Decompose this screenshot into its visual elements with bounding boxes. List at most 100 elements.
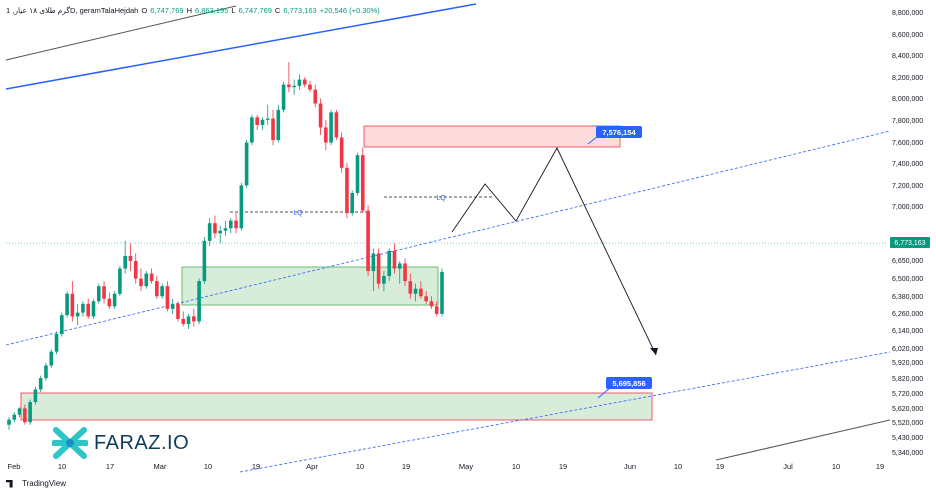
candle-body[interactable] bbox=[186, 316, 191, 324]
lower-target-badge[interactable] bbox=[606, 377, 652, 389]
channel-line-low[interactable] bbox=[239, 351, 891, 473]
symbol-name[interactable]: گرم طلای ۱۸ عیار, 1D, geramTalaHejdah bbox=[6, 6, 139, 15]
candle-body[interactable] bbox=[429, 301, 434, 307]
candle-body[interactable] bbox=[403, 263, 407, 282]
candle-body[interactable] bbox=[366, 210, 370, 272]
candle-body[interactable] bbox=[102, 286, 106, 299]
candle-body[interactable] bbox=[308, 84, 312, 90]
candle-body[interactable] bbox=[234, 220, 238, 229]
candle-body[interactable] bbox=[313, 89, 318, 104]
candle-body[interactable] bbox=[334, 112, 339, 138]
candle-body[interactable] bbox=[297, 79, 302, 86]
mid-demand-zone[interactable] bbox=[181, 266, 439, 306]
candle-body[interactable] bbox=[54, 334, 59, 352]
candle-body[interactable] bbox=[271, 118, 275, 141]
candle-body[interactable] bbox=[128, 255, 133, 261]
candle-body[interactable] bbox=[23, 408, 27, 423]
candle-body[interactable] bbox=[7, 419, 11, 425]
candle-body[interactable] bbox=[281, 84, 286, 110]
y-tick-label: 5,340,000 bbox=[892, 450, 923, 457]
candle-body[interactable] bbox=[149, 273, 154, 282]
candle-body[interactable] bbox=[112, 293, 117, 307]
candle-body[interactable] bbox=[318, 103, 323, 128]
candle-body[interactable] bbox=[118, 268, 122, 294]
candle-body[interactable] bbox=[207, 223, 212, 241]
candle-body[interactable] bbox=[355, 155, 360, 193]
candle-body[interactable] bbox=[324, 127, 328, 143]
candle-body[interactable] bbox=[91, 301, 96, 317]
lower-target-zone[interactable] bbox=[20, 392, 653, 421]
candle-body[interactable] bbox=[197, 281, 201, 322]
candle-body[interactable] bbox=[360, 155, 365, 211]
candle-body[interactable] bbox=[65, 293, 69, 316]
candle-body[interactable] bbox=[339, 137, 344, 168]
candle-body[interactable] bbox=[413, 288, 418, 294]
candle-body[interactable] bbox=[60, 315, 64, 335]
candle-body[interactable] bbox=[170, 303, 175, 309]
candle-body[interactable] bbox=[250, 117, 254, 143]
candle-body[interactable] bbox=[133, 260, 138, 279]
candle-body[interactable] bbox=[28, 402, 32, 423]
upper-target-zone[interactable] bbox=[363, 125, 621, 148]
candle-body[interactable] bbox=[376, 253, 381, 284]
candle-body[interactable] bbox=[397, 263, 402, 269]
candle-body[interactable] bbox=[223, 228, 228, 231]
candle-body[interactable] bbox=[387, 250, 391, 277]
candle-body[interactable] bbox=[392, 250, 397, 269]
candle-body[interactable] bbox=[160, 286, 164, 297]
candle-body[interactable] bbox=[75, 312, 80, 317]
candle-body[interactable] bbox=[155, 281, 159, 297]
candle-body[interactable] bbox=[107, 298, 112, 307]
projection-path[interactable] bbox=[451, 147, 657, 356]
trend-line-upper-blue[interactable] bbox=[5, 3, 477, 90]
candle-body[interactable] bbox=[419, 288, 423, 297]
candle-body[interactable] bbox=[329, 112, 333, 143]
candle-body[interactable] bbox=[218, 230, 223, 234]
candle-body[interactable] bbox=[139, 278, 143, 287]
candle-body[interactable] bbox=[408, 281, 413, 294]
candle-body[interactable] bbox=[33, 389, 38, 403]
candle-body[interactable] bbox=[165, 286, 170, 309]
candle-body[interactable] bbox=[144, 273, 149, 287]
candle-body[interactable] bbox=[70, 293, 75, 317]
candle-body[interactable] bbox=[287, 84, 291, 88]
candle-body[interactable] bbox=[265, 118, 270, 120]
candle-body[interactable] bbox=[44, 365, 48, 379]
last-price-tag[interactable] bbox=[890, 237, 930, 248]
candle-body[interactable] bbox=[176, 303, 180, 319]
candle-body[interactable] bbox=[424, 296, 428, 302]
candle-body[interactable] bbox=[345, 167, 349, 214]
candle-body[interactable] bbox=[49, 351, 54, 366]
upper-target-badge[interactable] bbox=[596, 126, 642, 138]
candle-body[interactable] bbox=[192, 316, 196, 322]
candle-body[interactable] bbox=[228, 220, 233, 229]
candle-body[interactable] bbox=[350, 192, 355, 214]
y-tick-label: 5,520,000 bbox=[892, 420, 923, 427]
candle-body[interactable] bbox=[17, 408, 22, 415]
channel-line-mid[interactable] bbox=[5, 130, 891, 346]
candle-body[interactable] bbox=[382, 276, 386, 284]
candle-body[interactable] bbox=[440, 271, 444, 314]
candle-body[interactable] bbox=[181, 318, 186, 324]
candle-body[interactable] bbox=[276, 109, 281, 141]
candle-body[interactable] bbox=[302, 79, 307, 85]
candle-body[interactable] bbox=[12, 414, 17, 420]
candle-body[interactable] bbox=[260, 119, 265, 125]
candle-body[interactable] bbox=[371, 253, 376, 272]
candle-body[interactable] bbox=[202, 240, 207, 282]
candle-body[interactable] bbox=[81, 303, 85, 313]
candle-body[interactable] bbox=[244, 142, 249, 186]
candle-body[interactable] bbox=[123, 255, 127, 269]
trend-line-lower-grey[interactable] bbox=[715, 419, 891, 461]
candle-body[interactable] bbox=[86, 303, 91, 317]
candle-body[interactable] bbox=[239, 185, 244, 229]
tradingview-brand[interactable]: TradingView bbox=[22, 479, 67, 488]
candle-body[interactable] bbox=[96, 286, 101, 302]
candle-body[interactable] bbox=[255, 117, 259, 125]
candle-body[interactable] bbox=[292, 85, 296, 88]
candle-body[interactable] bbox=[38, 378, 43, 390]
trend-line-upper-grey[interactable] bbox=[5, 5, 237, 61]
candle-body[interactable] bbox=[434, 306, 439, 314]
candle-body[interactable] bbox=[213, 223, 217, 234]
